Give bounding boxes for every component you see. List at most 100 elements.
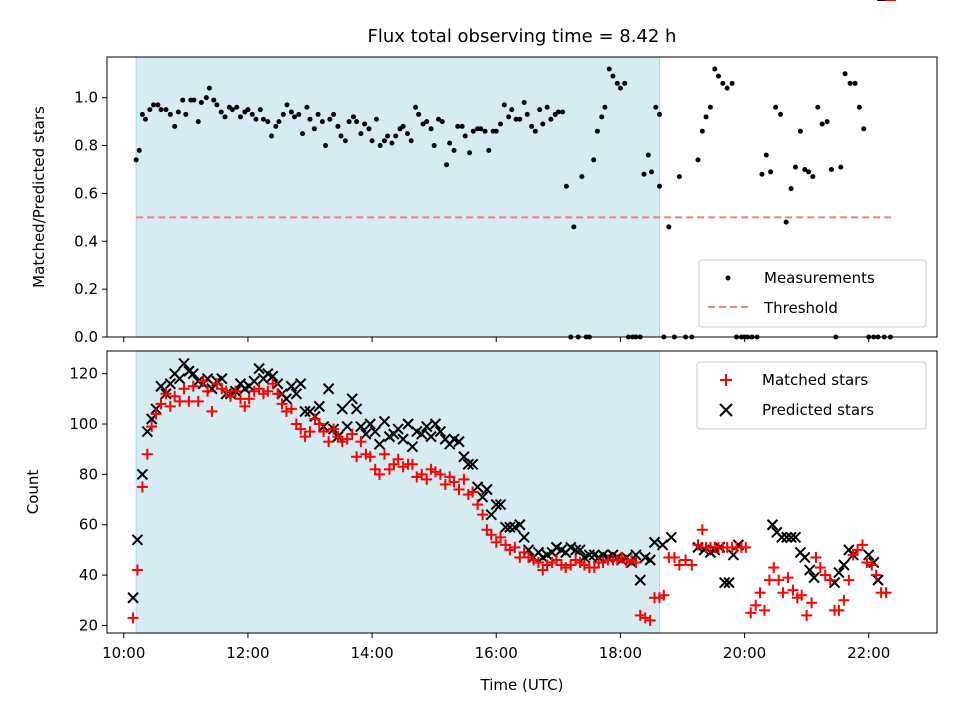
matched-point (680, 554, 692, 566)
matched-point (434, 468, 446, 480)
predicted-point (429, 418, 442, 430)
measurement-point (645, 152, 651, 158)
measurement-point (641, 171, 647, 177)
predicted-point (766, 519, 779, 531)
measurement-point (350, 114, 356, 120)
predicted-point (665, 531, 678, 544)
measurement-point (404, 131, 410, 137)
matched-point (239, 400, 251, 412)
matched-point (439, 478, 451, 490)
predicted-point (373, 438, 386, 450)
matched-point (870, 569, 882, 581)
predicted-point (476, 491, 489, 503)
matched-point (318, 426, 330, 438)
measurement-point (362, 121, 368, 127)
predicted-point (421, 420, 433, 433)
matched-point (814, 562, 826, 574)
measurement-point (191, 97, 197, 103)
measurement-point (229, 107, 235, 113)
predicted-point (833, 566, 845, 579)
matched-point (285, 403, 297, 415)
matched-point (178, 383, 190, 395)
predicted-point (141, 425, 154, 438)
measurement-point (467, 150, 473, 156)
measurement-point (606, 66, 612, 72)
measurement-point (175, 109, 181, 115)
predicted-point (462, 458, 475, 471)
measurements-points (133, 66, 893, 340)
measurement-point (610, 73, 616, 79)
matched-point (644, 614, 656, 626)
predicted-point (804, 564, 816, 576)
matched-point (374, 468, 386, 480)
matched-point (164, 400, 176, 412)
matched-point (313, 418, 325, 430)
ratio-panel: 0.0 0.2 0.4 0.6 0.8 1.0 Matched/Predicted sta… (30, 56, 938, 346)
predicted-point (863, 549, 875, 561)
matched-point (866, 559, 878, 571)
matched-point (336, 436, 348, 448)
matched-point (272, 388, 284, 400)
measurement-point (657, 111, 663, 117)
measurement-point (529, 123, 535, 129)
measurement-point (810, 174, 816, 180)
ratio-axes-frame (106, 56, 938, 338)
matched-point (467, 486, 479, 498)
matched-point (192, 395, 204, 407)
matched-point (146, 421, 158, 433)
measurement-point (167, 111, 173, 117)
measurement-point (666, 224, 672, 230)
measurement-point (759, 171, 765, 177)
matched-point (136, 481, 148, 493)
measurement-point (699, 128, 705, 134)
measurement-point (369, 138, 375, 144)
measurement-point (509, 107, 515, 113)
predicted-point (299, 405, 311, 418)
predicted-point (253, 362, 265, 375)
measurement-point (206, 85, 212, 91)
matched-point (453, 483, 465, 495)
predicted-point (481, 483, 493, 496)
predicted-point (355, 420, 367, 433)
x-tick-label: 10:00 (102, 644, 145, 662)
matched-point (768, 562, 780, 574)
matched-point (127, 612, 139, 624)
measurement-point (729, 80, 735, 86)
measurement-point (560, 109, 566, 115)
predicted-point (173, 372, 186, 385)
matched-point (639, 612, 651, 624)
matched-point (560, 562, 572, 574)
measurement-point (273, 123, 279, 129)
predicted-point (799, 551, 811, 564)
measurement-point (180, 97, 186, 103)
predicted-point (364, 418, 376, 430)
predicted-point (360, 428, 372, 440)
matched-point (267, 378, 279, 390)
predicted-point (416, 428, 428, 440)
matched-point (458, 473, 470, 485)
matched-point (323, 436, 335, 448)
measurement-point (548, 116, 554, 122)
predicted-point (346, 393, 358, 405)
measurement-point (783, 219, 789, 225)
y-tick-label: 0.0 (74, 328, 98, 346)
predicted-point (341, 420, 353, 433)
matched-point (796, 589, 808, 601)
matched-point (843, 574, 855, 586)
measurement-point (300, 131, 306, 137)
measurement-point (265, 119, 271, 125)
measurement-point (506, 114, 512, 120)
measurement-point (703, 114, 709, 120)
matched-point (160, 388, 172, 400)
matched-point (810, 551, 822, 563)
matched-point (248, 385, 260, 397)
measurement-point (222, 114, 228, 120)
measurement-point (142, 116, 148, 122)
matched-point (202, 385, 214, 397)
y-tick-label: 20 (79, 616, 98, 634)
measurement-point (385, 133, 391, 139)
measurement-point (234, 104, 240, 110)
predicted-point (789, 531, 802, 544)
measurement-point (408, 138, 414, 144)
